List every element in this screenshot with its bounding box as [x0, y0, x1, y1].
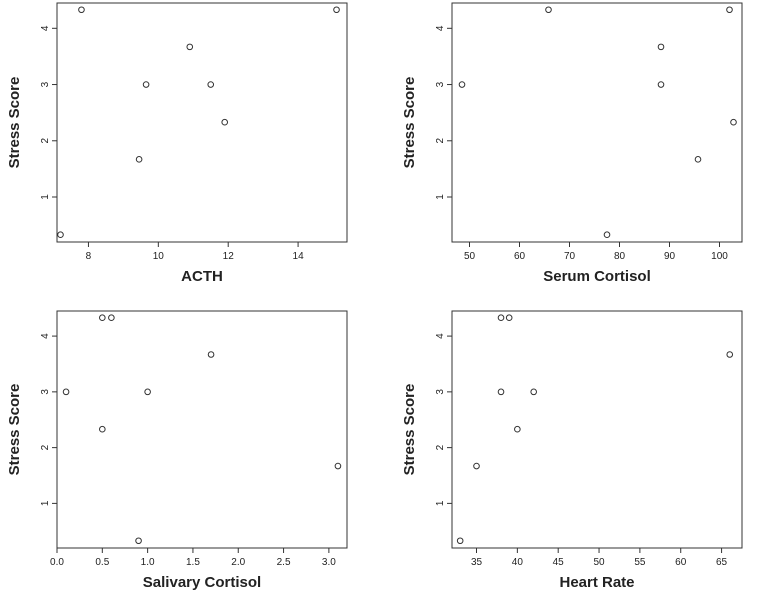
x-tick-label: 50: [593, 557, 605, 568]
data-point-serum-cortisol: [458, 81, 466, 88]
y-tick-label: 4: [40, 25, 51, 31]
x-tick-label: 0.5: [95, 557, 109, 568]
y-tick-label: 4: [435, 25, 446, 31]
y-tick-label: 1: [40, 500, 51, 506]
x-tick-label: 90: [664, 251, 676, 262]
data-point-serum-cortisol: [603, 231, 611, 238]
y-tick-label: 3: [435, 81, 446, 87]
plot-frame: [56, 310, 348, 549]
data-point-salivary-cortisol: [99, 314, 106, 321]
y-tick-label: 4: [435, 333, 446, 339]
x-tick-label: 12: [223, 251, 235, 262]
x-tick-label: 100: [711, 251, 728, 262]
data-point-acth: [333, 6, 340, 14]
x-axis-title: Salivary Cortisol: [143, 574, 261, 591]
x-tick-label: 3.0: [322, 557, 336, 568]
data-point-heart-rate: [456, 537, 464, 545]
data-point-heart-rate: [497, 388, 505, 396]
data-point-acth: [207, 81, 215, 88]
data-point-serum-cortisol: [726, 6, 733, 14]
x-tick-label: 45: [553, 557, 565, 568]
y-tick-label: 3: [40, 389, 51, 395]
data-point-acth: [135, 156, 143, 163]
x-tick-label: 80: [614, 251, 626, 262]
data-point-acth: [57, 231, 64, 238]
y-tick-label: 4: [40, 333, 51, 339]
panel-serum-cortisol: 50 60 70 80 90 100 1 2 3 4 Serum Cortisol Stress Sc…: [401, 2, 743, 285]
x-tick-label: 70: [564, 251, 576, 262]
y-tick-label: 1: [40, 194, 51, 200]
data-point-acth: [142, 81, 150, 88]
x-tick-label: 55: [634, 557, 646, 568]
x-tick-label: 1.5: [186, 557, 200, 568]
y-axis-title: Stress Score: [401, 384, 418, 476]
x-tick-label: 60: [514, 251, 526, 262]
data-point-salivary-cortisol: [144, 388, 151, 396]
x-axis-title: ACTH: [181, 268, 223, 285]
data-point-heart-rate: [530, 388, 537, 396]
x-tick-label: 60: [675, 557, 687, 568]
y-axis-title: Stress Score: [401, 77, 418, 169]
data-point-heart-rate: [473, 462, 480, 470]
x-tick-label: 10: [153, 251, 165, 262]
data-point-serum-cortisol: [657, 81, 665, 88]
x-tick-label: 14: [293, 251, 305, 262]
data-point-heart-rate: [726, 351, 734, 358]
data-point-serum-cortisol: [730, 118, 737, 126]
plot-frame: [451, 310, 743, 549]
y-tick-label: 1: [435, 500, 446, 506]
data-point-acth: [186, 43, 194, 51]
data-point-heart-rate: [514, 425, 521, 433]
data-point-salivary-cortisol: [135, 537, 142, 545]
data-point-salivary-cortisol: [62, 388, 70, 396]
data-point-acth: [221, 118, 229, 126]
x-tick-label: 0.0: [50, 557, 64, 568]
data-point-heart-rate: [497, 314, 505, 321]
plot-frame: [56, 2, 348, 243]
x-tick-label: 35: [471, 557, 483, 568]
y-tick-label: 3: [40, 81, 51, 87]
data-point-serum-cortisol: [694, 156, 702, 163]
data-point-salivary-cortisol: [207, 351, 215, 358]
x-tick-label: 2.5: [277, 557, 291, 568]
x-tick-label: 50: [464, 251, 476, 262]
x-tick-label: 2.0: [231, 557, 245, 568]
y-tick-label: 2: [435, 444, 446, 450]
y-tick-label: 1: [435, 194, 446, 200]
x-tick-label: 1.0: [141, 557, 155, 568]
panel-salivary-cortisol: 0.0 0.5 1.0 1.5 2.0 2.5 3.0 1 2 3 4 Salivary Cortis…: [6, 310, 348, 591]
data-point-serum-cortisol: [545, 6, 552, 14]
data-point-acth: [78, 6, 85, 14]
x-axis-title: Serum Cortisol: [543, 268, 651, 285]
y-axis-title: Stress Score: [6, 77, 23, 169]
panel-heart-rate: 35 40 45 50 55 60 65 1 2 3 4 Heart Rate Stress Score: [401, 310, 743, 591]
x-tick-label: 8: [86, 251, 92, 262]
data-point-serum-cortisol: [657, 43, 665, 51]
x-tick-label: 65: [716, 557, 728, 568]
data-point-salivary-cortisol: [108, 314, 115, 321]
data-point-salivary-cortisol: [99, 425, 106, 433]
y-tick-label: 2: [40, 138, 51, 144]
plot-frame: [451, 2, 743, 243]
x-tick-label: 40: [512, 557, 524, 568]
y-axis-title: Stress Score: [6, 384, 23, 476]
x-axis-title: Heart Rate: [559, 574, 634, 591]
y-tick-label: 2: [40, 444, 51, 450]
y-tick-label: 2: [435, 138, 446, 144]
y-tick-label: 3: [435, 389, 446, 395]
data-point-salivary-cortisol: [334, 462, 342, 470]
data-point-heart-rate: [505, 314, 513, 321]
